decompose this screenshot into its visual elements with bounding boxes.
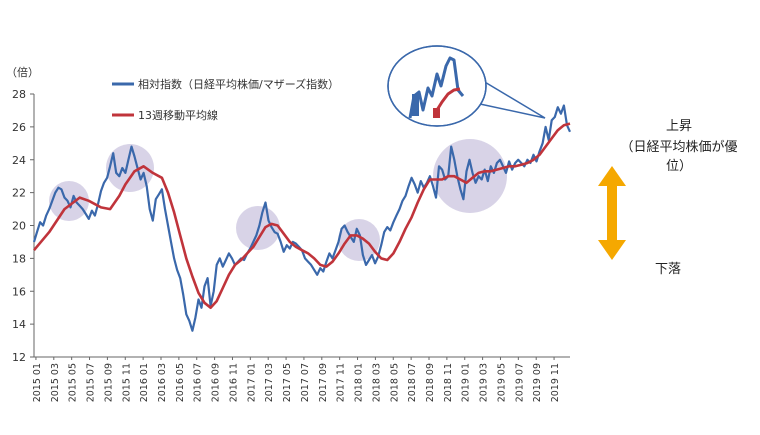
x-tick-label: 2015 11 — [121, 363, 132, 402]
zoom-relative-index — [408, 56, 465, 119]
x-tick-label: 2015 01 — [32, 363, 43, 402]
y-tick-label: 22 — [12, 187, 26, 200]
x-tick-label: 2017 05 — [282, 363, 293, 402]
legend-label-relative-index: 相対指数（日経平均株価/マザーズ指数） — [138, 77, 339, 91]
y-tick-label: 28 — [12, 88, 26, 101]
y-tick-label: 24 — [12, 154, 26, 167]
y-tick-label: 20 — [12, 220, 26, 233]
x-tick-label: 2016 11 — [228, 363, 239, 402]
x-tick-label: 2017 01 — [246, 363, 257, 402]
x-tick-label: 2016 07 — [193, 363, 204, 402]
x-tick-label: 2017 09 — [318, 363, 329, 402]
x-tick-label: 2019 03 — [479, 363, 490, 402]
x-tick-label: 2017 11 — [336, 363, 347, 402]
label-rise-line1: 上昇 — [665, 119, 692, 134]
highlight-circle — [338, 219, 380, 261]
x-tick-label: 2016 01 — [139, 363, 150, 402]
x-tick-label: 2018 01 — [354, 363, 365, 402]
up-down-arrow — [598, 166, 626, 260]
x-tick-label: 2019 11 — [550, 363, 561, 402]
label-rise-line2: （日経平均株価が優位） — [620, 140, 738, 174]
x-tick-label: 2019 05 — [496, 363, 507, 402]
x-tick-label: 2018 03 — [371, 363, 382, 402]
x-tick-label: 2019 09 — [532, 363, 543, 402]
x-tick-label: 2017 03 — [264, 363, 275, 402]
series-line-moving-average — [33, 122, 571, 309]
x-ticks: 2015 01 2015 03 2015 05 2015 07 2015 09 2015 … — [32, 357, 561, 402]
x-tick-label: 2015 05 — [68, 363, 79, 402]
x-tick-label: 2015 09 — [103, 363, 114, 402]
y-tick-label: 16 — [12, 285, 26, 298]
y-tick-label: 26 — [12, 121, 26, 134]
x-tick-label: 2019 01 — [461, 363, 472, 402]
x-tick-label: 2018 11 — [443, 363, 454, 402]
x-tick-label: 2016 05 — [175, 363, 186, 402]
x-tick-label: 2018 05 — [389, 363, 400, 402]
label-rise: 上昇 （日経平均株価が優位） — [614, 115, 744, 174]
highlight-circle — [106, 144, 154, 192]
x-tick-label: 2016 03 — [157, 363, 168, 402]
highlight-circle — [433, 139, 507, 213]
legend-label-moving-average: 13週移動平均線 — [138, 108, 218, 122]
x-tick-label: 2018 09 — [425, 363, 436, 402]
y-unit-label: （倍） — [6, 65, 39, 79]
highlight-circles — [49, 139, 507, 261]
legend: 相対指数（日経平均株価/マザーズ指数） 13週移動平均線 — [112, 77, 339, 122]
y-tick-label: 12 — [12, 351, 26, 364]
highlight-circle — [49, 181, 89, 221]
x-tick-label: 2016 09 — [211, 363, 222, 402]
y-tick-label: 18 — [12, 252, 26, 265]
label-fall: 下落 — [654, 262, 681, 277]
zoom-callout — [387, 45, 546, 127]
x-tick-label: 2015 03 — [50, 363, 61, 402]
x-tick-label: 2017 07 — [300, 363, 311, 402]
x-tick-label: 2018 07 — [407, 363, 418, 402]
x-tick-label: 2015 07 — [86, 363, 97, 402]
x-tick-label: 2019 07 — [514, 363, 525, 402]
y-ticks: 12 14 16 18 20 22 24 26 28 — [12, 88, 34, 364]
y-tick-label: 14 — [12, 318, 26, 331]
series-line-relative-index — [32, 104, 572, 332]
